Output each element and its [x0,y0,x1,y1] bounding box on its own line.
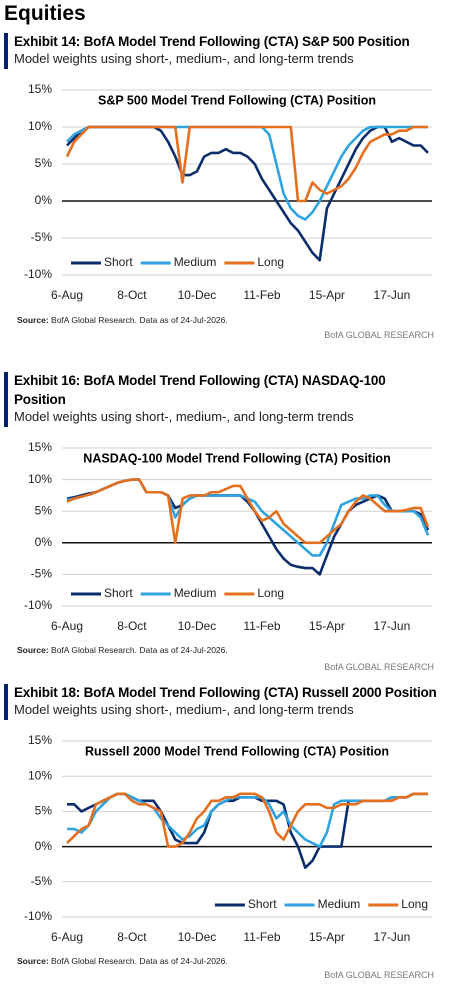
source-text: BofA Global Research. Data as of 24-Jul-… [51,315,228,325]
y-tick-label: -5% [31,874,53,888]
y-tick-label: -10% [24,598,52,612]
x-tick-label: 6-Aug [51,619,83,633]
y-tick-label: 10% [28,768,52,782]
y-tick-label: -10% [24,909,52,923]
legend-label: Long [257,586,284,600]
x-tick-label: 11-Feb [243,930,280,944]
y-tick-label: 15% [28,82,52,96]
x-tick-label: 6-Aug [51,288,83,302]
accent-bar [4,33,8,69]
x-tick-label: 10-Dec [178,288,217,302]
chart: -10% -5% 0% 5% 10% 15% 6-Aug 8-Oct 10-Dec 11-Feb 1… [24,440,432,633]
x-tick-label: 15-Apr [309,288,345,302]
x-tick-label: 8-Oct [117,619,147,633]
legend-label: Short [104,255,133,269]
x-tick-label: 11-Feb [243,288,280,302]
series-line [66,478,430,576]
source: Source: BofA Global Research. Data as of… [17,956,228,966]
accent-bar [4,372,8,427]
legend-label: Long [257,255,284,269]
x-tick-label: 17-Jun [374,930,411,944]
series-line [66,478,430,557]
legend-label: Short [248,897,277,911]
brand: BofA GLOBAL RESEARCH [324,330,434,340]
chart: -10% -5% 0% 5% 10% 15% 6-Aug 8-Oct 10-Dec 11-Feb 1… [24,733,432,944]
exhibit-title: Exhibit 14: BofA Model Trend Following (… [14,34,410,49]
x-tick-label: 15-Apr [309,930,345,944]
brand: BofA GLOBAL RESEARCH [324,662,434,672]
section-heading: Equities [4,2,86,25]
exhibit-subtitle: Model weights using short-, medium-, and… [14,702,354,717]
series-line [66,792,428,848]
y-tick-label: 10% [28,119,52,133]
y-tick-label: 5% [35,156,53,170]
x-tick-label: 10-Dec [178,619,217,633]
chart-title: S&P 500 Model Trend Following (CTA) Posi… [98,93,376,107]
chart-title: NASDAQ-100 Model Trend Following (CTA) P… [83,451,390,465]
accent-bar [4,684,8,720]
y-tick-label: 0% [35,535,53,549]
legend: Short Medium Long [68,255,288,271]
source: Source: BofA Global Research. Data as of… [17,645,228,655]
x-tick-label: 11-Feb [243,619,280,633]
x-tick-label: 15-Apr [309,619,345,633]
legend: Short Medium Long [211,897,431,913]
y-tick-label: 5% [35,503,53,517]
brand: BofA GLOBAL RESEARCH [324,970,434,980]
legend-background [211,897,431,913]
legend-label: Medium [174,586,217,600]
legend-label: Short [104,586,133,600]
y-tick-label: 15% [28,733,52,747]
chart-title: Russell 2000 Model Trend Following (CTA)… [85,744,389,758]
legend-label: Long [401,897,428,911]
source-text: BofA Global Research. Data as of 24-Jul-… [51,956,228,966]
x-tick-label: 8-Oct [117,288,147,302]
exhibit-subtitle: Model weights using short-, medium-, and… [14,51,354,66]
series-line [65,125,428,203]
source: Source: BofA Global Research. Data as of… [17,315,228,325]
y-tick-label: 0% [35,193,53,207]
legend-background [68,586,288,602]
x-tick-label: 6-Aug [51,930,83,944]
legend-label: Medium [174,255,217,269]
x-tick-label: 17-Jun [374,288,411,302]
series-line [67,792,428,870]
y-tick-label: -5% [31,230,53,244]
y-tick-label: 0% [35,839,53,853]
exhibit-subtitle: Model weights using short-, medium-, and… [14,409,354,424]
y-tick-label: -10% [24,267,52,281]
y-tick-label: 15% [28,440,52,454]
series-line [66,478,430,545]
chart: -10% -5% 0% 5% 10% 15% 6-Aug 8-Oct 10-Dec 11-Feb 1… [24,82,432,302]
x-tick-label: 17-Jun [374,619,411,633]
y-tick-label: -5% [31,567,53,581]
source-text: BofA Global Research. Data as of 24-Jul-… [51,645,228,655]
y-tick-label: 10% [28,472,52,486]
legend-background [68,255,288,271]
source-label: Source: [17,315,49,325]
legend-label: Medium [318,897,361,911]
exhibit-title: Exhibit 16: BofA Model Trend Following (… [14,373,386,407]
series-line [66,125,429,262]
x-tick-label: 8-Oct [117,930,147,944]
y-tick-label: 5% [35,804,53,818]
source-label: Source: [17,645,49,655]
source-label: Source: [17,956,49,966]
exhibit-title: Exhibit 18: BofA Model Trend Following (… [14,685,437,700]
x-tick-label: 10-Dec [178,930,217,944]
legend: Short Medium Long [68,586,288,602]
